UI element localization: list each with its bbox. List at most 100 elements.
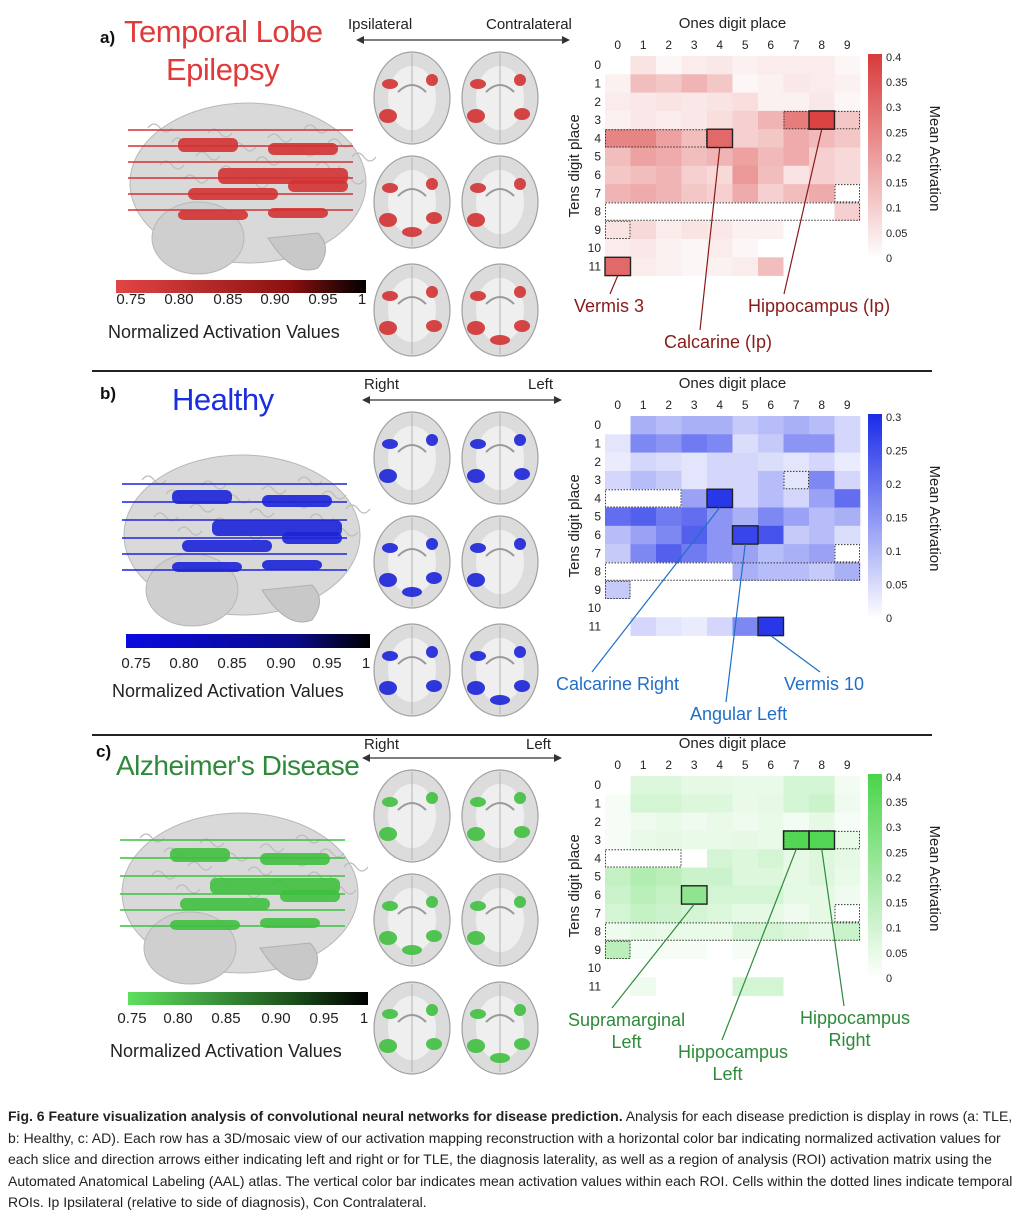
colorbar-tick: 0.90 bbox=[266, 655, 296, 672]
temporal-roi-outline bbox=[834, 544, 860, 563]
heatmap-cell bbox=[656, 812, 682, 832]
callout-line bbox=[821, 849, 845, 1007]
heatmap-cell bbox=[809, 849, 835, 868]
heatmap-cell bbox=[732, 867, 759, 887]
heatmap-cell bbox=[681, 904, 708, 923]
colorbar-tick-label: 0.15 bbox=[886, 512, 907, 524]
heatmap-cell bbox=[630, 776, 657, 795]
heatmap-cell bbox=[809, 470, 835, 490]
heatmap-cell bbox=[834, 794, 861, 813]
y-tick-label: 0 bbox=[594, 58, 601, 72]
heatmap-cell bbox=[758, 617, 784, 636]
heatmap-cell bbox=[732, 525, 759, 545]
x-tick-label: 0 bbox=[614, 398, 621, 412]
heatmap-cell bbox=[681, 452, 708, 472]
heatmap-cell bbox=[783, 110, 810, 130]
heatmap-cell bbox=[809, 129, 835, 148]
heatmap-cell bbox=[605, 452, 631, 472]
x-tick-label: 2 bbox=[665, 758, 672, 772]
x-tick-label: 5 bbox=[742, 758, 749, 772]
x-tick-label: 7 bbox=[793, 758, 800, 772]
x-tick-label: 2 bbox=[665, 398, 672, 412]
heatmap-cell bbox=[809, 776, 835, 795]
heatmap-cell bbox=[630, 867, 657, 887]
heatmap-cell bbox=[732, 507, 759, 527]
temporal-roi-outline bbox=[834, 184, 860, 203]
heatmap-cell bbox=[758, 940, 784, 960]
temporal-roi-outline bbox=[834, 904, 860, 923]
heatmap-cell bbox=[834, 867, 861, 887]
colorbar-tick: 0.85 bbox=[213, 291, 243, 308]
heatmap-cell bbox=[605, 830, 631, 850]
y-tick-label: 11 bbox=[589, 619, 602, 633]
heatmap-cell bbox=[834, 544, 861, 563]
colorbar-tick: 0.90 bbox=[260, 291, 290, 308]
axial-slice-mosaic bbox=[373, 769, 539, 1075]
x-tick-label: 9 bbox=[844, 38, 851, 52]
heatmap-cell bbox=[656, 885, 682, 905]
heatmap-cell bbox=[605, 110, 631, 130]
colorbar-tick-label: 0.35 bbox=[886, 797, 907, 809]
heatmap-cell bbox=[630, 92, 657, 112]
heatmap-cell bbox=[707, 257, 733, 276]
heatmap-cell bbox=[834, 940, 861, 960]
temporal-roi-outline bbox=[783, 470, 809, 490]
heatmap-cell bbox=[681, 959, 708, 978]
x-tick-label: 1 bbox=[640, 398, 647, 412]
brain-3d-render bbox=[120, 812, 369, 985]
y-axis-title: Tens digit place bbox=[566, 834, 583, 937]
horizontal-colorbar bbox=[116, 280, 366, 293]
colorbar-title: Normalized Activation Values bbox=[112, 681, 344, 701]
heatmap-cell bbox=[605, 470, 631, 490]
heatmap-cell bbox=[707, 812, 733, 832]
heatmap-cell bbox=[758, 562, 784, 581]
heatmap-cell bbox=[656, 867, 682, 887]
x-tick-label: 6 bbox=[767, 398, 774, 412]
vertical-colorbar bbox=[868, 54, 882, 259]
heatmap-cell bbox=[758, 776, 784, 795]
roi-activation-matrix: Ones digit place 0 1 2 3 4 5 6 7 8 9 Tens digit pla… bbox=[556, 375, 943, 724]
heatmap-cell bbox=[656, 165, 682, 185]
heatmap-cell bbox=[732, 220, 759, 240]
x-tick-label: 4 bbox=[716, 398, 723, 412]
colorbar-title: Mean Activation bbox=[926, 106, 943, 212]
colorbar-tick: 0.90 bbox=[261, 1010, 291, 1027]
heatmap-cell bbox=[605, 147, 631, 167]
heatmap-cell bbox=[758, 74, 784, 93]
heatmap-cell bbox=[630, 110, 657, 130]
y-tick-label: 10 bbox=[588, 601, 602, 615]
heatmap-cell bbox=[809, 940, 835, 960]
axial-slice-mosaic bbox=[373, 411, 539, 717]
heatmap-cell bbox=[809, 56, 835, 75]
heatmap-cell bbox=[732, 147, 759, 167]
x-tick-label: 8 bbox=[818, 758, 825, 772]
x-tick-label: 4 bbox=[716, 38, 723, 52]
direction-arrow bbox=[362, 396, 562, 404]
y-tick-label: 6 bbox=[594, 528, 601, 542]
callout-label-line2: Left bbox=[611, 1032, 641, 1052]
heatmap-cell bbox=[732, 580, 759, 600]
colorbar-tick: 0.95 bbox=[308, 291, 338, 308]
y-tick-label: 0 bbox=[594, 778, 601, 792]
heatmap-cell bbox=[783, 794, 810, 813]
heatmap-cell bbox=[834, 977, 861, 996]
left-direction-label: Ipsilateral bbox=[348, 16, 413, 33]
colorbar-tick-label: 0.2 bbox=[886, 872, 901, 884]
heatmap-cell bbox=[707, 922, 733, 941]
heatmap-cell bbox=[707, 544, 733, 563]
heatmap-cell bbox=[834, 507, 861, 527]
heatmap-cell bbox=[834, 885, 861, 905]
colorbar-tick-label: 0.3 bbox=[886, 412, 901, 424]
heatmap-cell bbox=[834, 452, 861, 472]
y-tick-label: 7 bbox=[594, 906, 601, 920]
heatmap-cell bbox=[630, 257, 657, 276]
heatmap-cell bbox=[809, 959, 835, 978]
y-tick-label: 11 bbox=[589, 979, 602, 993]
axial-slice-mosaic bbox=[373, 51, 539, 357]
heatmap-cell bbox=[758, 867, 784, 887]
heatmap-cell bbox=[605, 507, 631, 527]
heatmap-cell bbox=[630, 794, 657, 813]
heatmap-cell bbox=[681, 434, 708, 453]
heatmap-cell bbox=[605, 416, 631, 435]
heatmap-cell bbox=[681, 849, 708, 868]
